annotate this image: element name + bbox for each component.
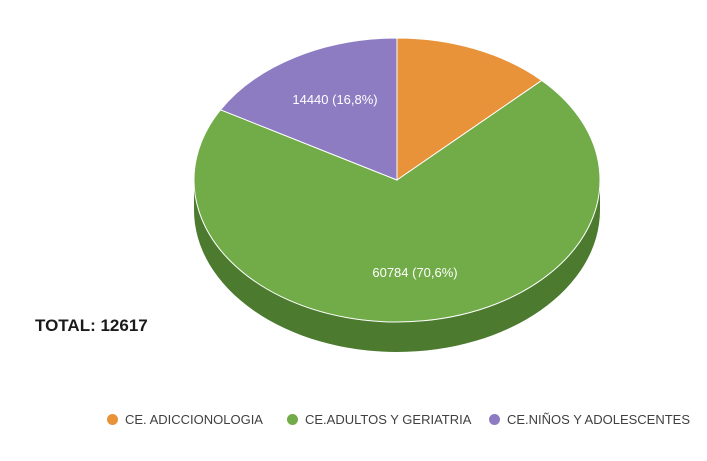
legend-label-ninos-adolescentes: CE.NIÑOS Y ADOLESCENTES [507,412,691,427]
legend-swatch-adultos-geriatria [287,414,298,425]
legend-label-adultos-geriatria: CE.ADULTOS Y GERIATRIA [305,412,472,427]
total-label: TOTAL: 12617 [35,316,148,335]
legend-item-ninos-adolescentes: CE.NIÑOS Y ADOLESCENTES [489,412,690,427]
pie-slice-ninos-adolescentes [219,37,398,181]
pie-slice-adultos-geriatria [193,79,601,323]
legend-item-adiccionologia: CE. ADICCIONOLOGIA [107,412,263,427]
data-label-ninos-adolescentes: 14440 (16,8%) [292,92,377,107]
legend: CE. ADICCIONOLOGIA CE.ADULTOS Y GERIATRI… [0,412,707,434]
pie-side-adultos-geriatria [194,180,600,352]
legend-item-adultos-geriatria: CE.ADULTOS Y GERIATRIA [287,412,471,427]
pie-slice-adiccionologia [396,37,543,181]
legend-label-adiccionologia: CE. ADICCIONOLOGIA [125,412,263,427]
legend-swatch-ninos-adolescentes [489,414,500,425]
data-label-adultos-geriatria: 60784 (70,6%) [372,265,457,280]
legend-swatch-adiccionologia [107,414,118,425]
